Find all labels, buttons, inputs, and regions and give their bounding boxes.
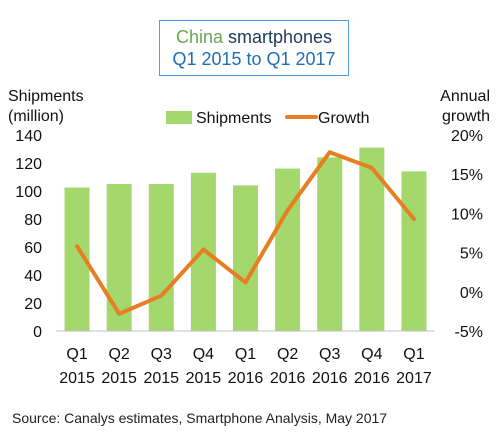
y-tick-label-left: 80 — [24, 212, 42, 229]
y-axis-right-title-line2: growth — [442, 108, 490, 125]
x-tick-label-year: 2016 — [354, 370, 390, 387]
y-axis-right-title-line1: Annual — [440, 88, 490, 105]
point-growth — [370, 166, 374, 170]
x-tick-label-year: 2015 — [101, 370, 137, 387]
legend-swatch-shipments — [166, 111, 192, 124]
point-growth — [327, 150, 332, 155]
chart-title: China smartphones — [160, 27, 348, 48]
bar-shipments — [275, 168, 301, 331]
point-growth — [412, 217, 416, 221]
chart-title-china: China — [175, 27, 223, 47]
point-growth — [75, 244, 79, 249]
x-tick-label-quarter: Q2 — [277, 346, 298, 363]
y-tick-label-right: -5% — [455, 324, 483, 341]
y-tick-label-right: 5% — [460, 246, 483, 263]
y-axis-left-title-line2: (million) — [8, 108, 64, 125]
bar-shipments — [401, 171, 427, 331]
y-tick-label-right: 10% — [451, 206, 483, 223]
bar-shipments — [148, 184, 174, 331]
chart-subtitle: Q1 2015 to Q1 2017 — [172, 49, 336, 69]
x-tick-label-quarter: Q1 — [403, 346, 424, 363]
bar-shipments — [106, 184, 132, 331]
y-tick-label-left: 40 — [24, 268, 42, 285]
bar-shipments — [317, 157, 343, 331]
x-tick-label-year: 2015 — [59, 370, 95, 387]
x-tick-label-quarter: Q4 — [193, 346, 214, 363]
y-tick-label-left: 20 — [24, 296, 42, 313]
y-tick-label-right: 15% — [451, 167, 483, 184]
y-tick-label-left: 0 — [33, 324, 42, 341]
point-growth — [285, 208, 290, 213]
y-axis-left-title-line1: Shipments — [8, 88, 84, 105]
chart-title-box: China smartphones Q1 2015 to Q1 2017 — [159, 20, 349, 76]
x-tick-label-year: 2015 — [186, 370, 222, 387]
x-tick-label-quarter: Q1 — [66, 346, 87, 363]
bar-shipments — [359, 147, 385, 331]
y-tick-label-left: 60 — [24, 240, 42, 257]
y-tick-label-right: 0% — [460, 285, 483, 302]
x-tick-label-year: 2016 — [228, 370, 264, 387]
point-growth — [201, 247, 206, 252]
x-tick-label-year: 2017 — [396, 370, 432, 387]
x-tick-label-quarter: Q3 — [151, 346, 172, 363]
x-tick-label-year: 2016 — [270, 370, 306, 387]
y-tick-label-left: 140 — [15, 128, 42, 145]
point-growth — [159, 293, 164, 298]
x-tick-label-quarter: Q1 — [235, 346, 256, 363]
bar-shipments — [233, 185, 258, 331]
x-tick-label-year: 2016 — [312, 370, 348, 387]
legend-label-growth: Growth — [318, 110, 370, 127]
x-tick-label-quarter: Q3 — [319, 346, 340, 363]
point-growth — [243, 280, 248, 285]
chart-title-rest: smartphones — [222, 27, 333, 47]
legend-label-shipments: Shipments — [196, 110, 272, 127]
point-growth — [117, 311, 121, 316]
source-note: Source: Canalys estimates, Smartphone An… — [12, 410, 388, 426]
x-tick-label-quarter: Q4 — [361, 346, 382, 363]
y-tick-label-left: 120 — [15, 156, 42, 173]
y-tick-label-left: 100 — [15, 184, 42, 201]
x-tick-label-year: 2015 — [143, 370, 179, 387]
x-tick-label-quarter: Q2 — [108, 346, 129, 363]
y-tick-label-right: 20% — [451, 128, 483, 145]
